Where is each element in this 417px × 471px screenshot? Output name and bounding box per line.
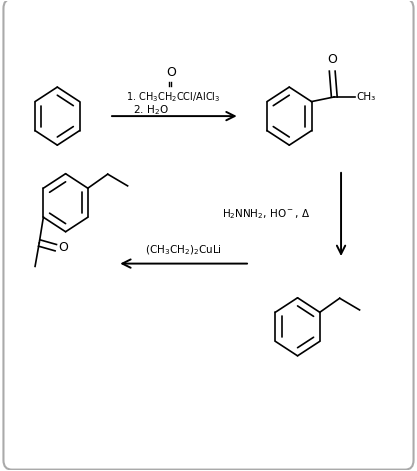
Text: 2. H$_2$O: 2. H$_2$O <box>133 103 168 117</box>
Text: (CH$_3$CH$_2$)$_2$CuLi: (CH$_3$CH$_2$)$_2$CuLi <box>145 243 222 257</box>
Text: O: O <box>58 241 68 254</box>
Text: O: O <box>166 65 176 79</box>
Text: O: O <box>327 54 337 66</box>
Text: CH₃: CH₃ <box>356 92 375 102</box>
FancyBboxPatch shape <box>3 0 414 470</box>
Text: 1. CH$_3$CH$_2$CCl/AlCl$_3$: 1. CH$_3$CH$_2$CCl/AlCl$_3$ <box>126 90 221 104</box>
Text: H$_2$NNH$_2$, HO$^-$, $\Delta$: H$_2$NNH$_2$, HO$^-$, $\Delta$ <box>222 208 311 221</box>
